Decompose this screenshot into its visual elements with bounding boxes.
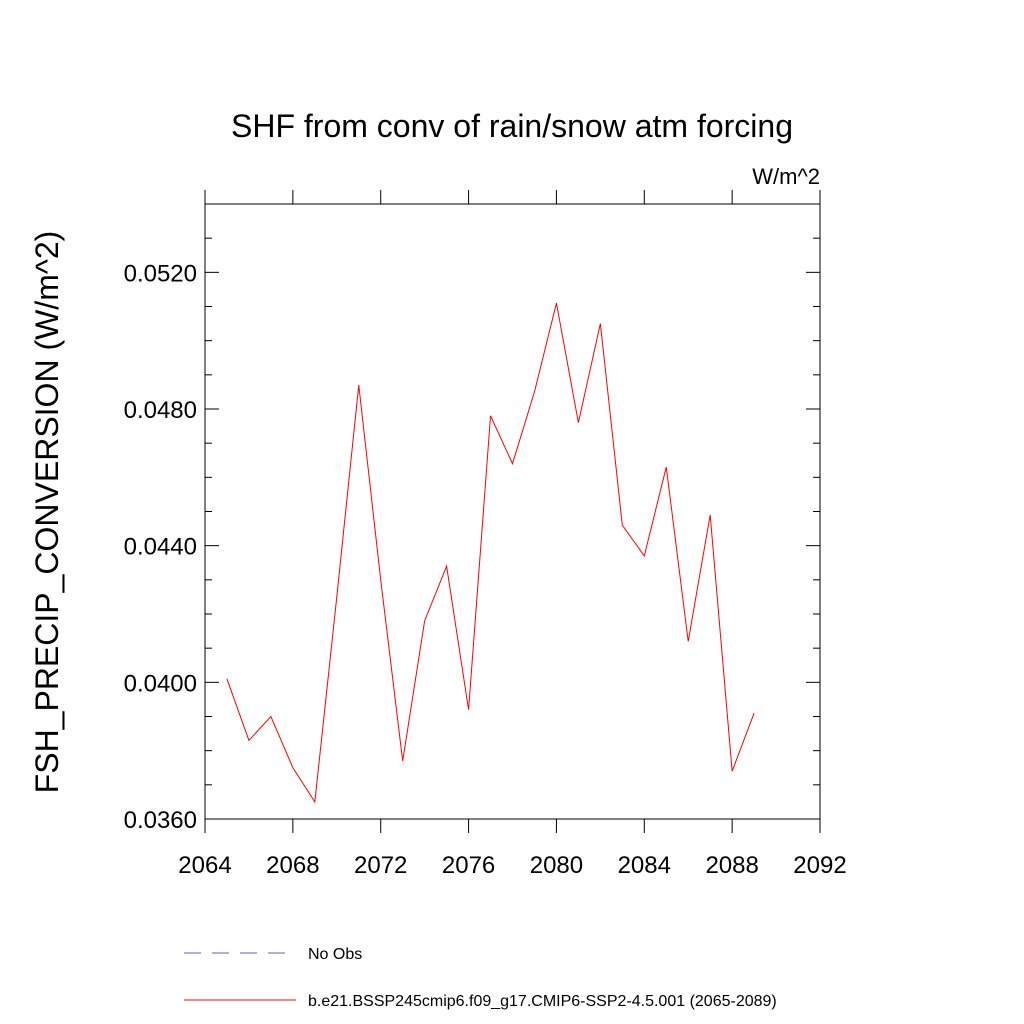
x-tick-label: 2072 (354, 852, 407, 879)
y-axis-label: FSH_PRECIP_CONVERSION (W/m^2) (29, 231, 65, 794)
x-tick-label: 2080 (530, 852, 583, 879)
legend-label-0: b.e21.BSSP245cmip6.f09_g17.CMIP6-SSP2-4.… (308, 993, 777, 1010)
y-tick-label: 0.0520 (124, 260, 197, 287)
x-tick-label: 2084 (618, 852, 671, 879)
series-line-0 (226, 302, 755, 804)
plot-frame (204, 203, 821, 820)
y-tick-label: 0.0360 (124, 807, 197, 834)
x-tick-label: 2064 (178, 852, 231, 879)
series-lines (226, 302, 755, 804)
x-tick-label: 2076 (442, 852, 495, 879)
x-tick-label: 2092 (793, 852, 846, 879)
x-tick-label: 2068 (266, 852, 319, 879)
x-tick-labels: 2064 2068 2072 2076 2080 2084 2088 2092 (178, 852, 846, 879)
chart-title: SHF from conv of rain/snow atm forcing (231, 108, 793, 144)
x-tick-label: 2088 (705, 852, 758, 879)
legend: No Obs b.e21.BSSP245cmip6.f09_g17.CMIP6-S… (184, 946, 777, 1010)
y-tick-label: 0.0480 (124, 397, 197, 424)
y-tick-labels: 0.0360 0.0400 0.0440 0.0480 0.0520 (124, 260, 197, 834)
axis-ticks (204, 190, 821, 833)
units-label: W/m^2 (752, 164, 820, 189)
legend-label-1: No Obs (308, 946, 362, 963)
y-tick-label: 0.0440 (124, 534, 197, 561)
y-tick-label: 0.0400 (124, 670, 197, 697)
